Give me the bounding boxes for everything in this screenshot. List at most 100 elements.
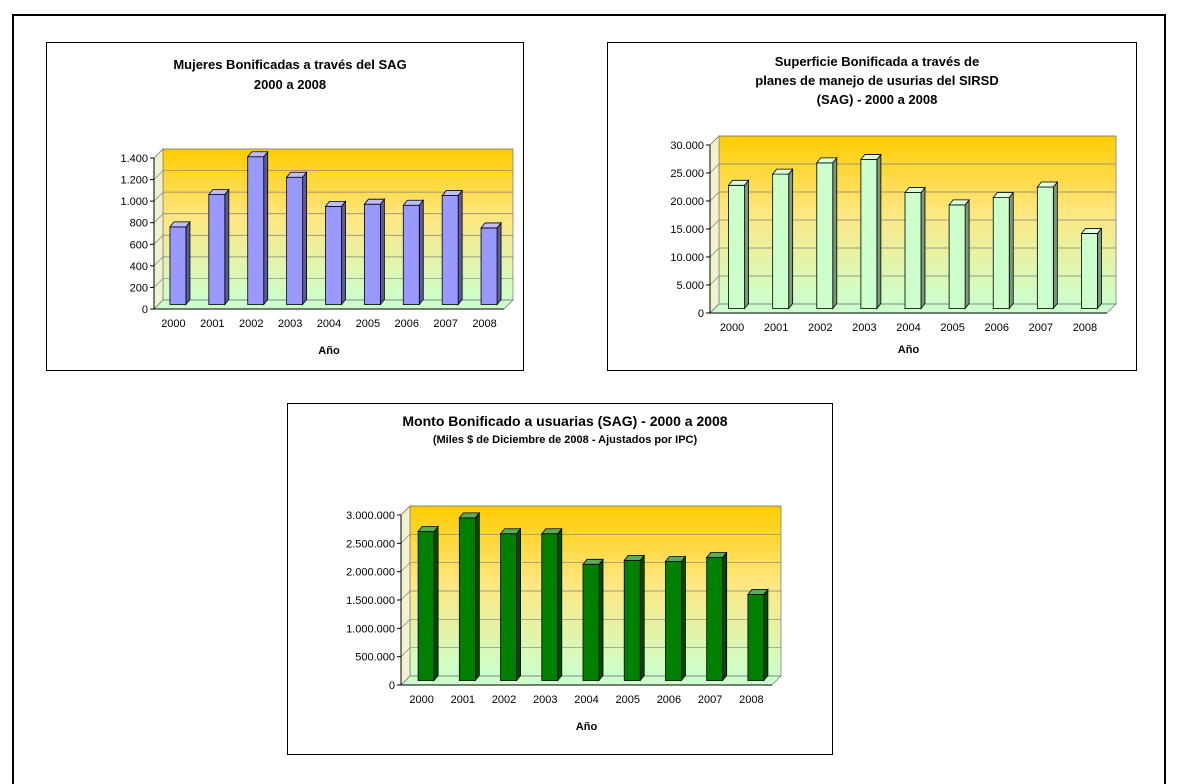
y-tick-label: 10.000 xyxy=(670,252,704,264)
bar-front xyxy=(500,533,517,681)
gridline xyxy=(709,275,1116,286)
x-tick-label: 2001 xyxy=(451,694,475,706)
bar-side xyxy=(639,554,645,682)
gridline xyxy=(400,618,781,629)
bar-side xyxy=(788,167,794,310)
bar-side xyxy=(263,150,269,306)
bar-top xyxy=(480,222,502,229)
bar xyxy=(499,527,522,682)
bar-top xyxy=(727,179,750,186)
bar-front xyxy=(860,159,878,309)
x-tick-label: 2003 xyxy=(852,322,876,334)
x-tick-label: 2007 xyxy=(698,694,722,706)
bar-side xyxy=(681,555,686,682)
bar-top xyxy=(285,171,308,178)
bar-top xyxy=(441,190,463,196)
y-tick-label: 0 xyxy=(698,308,704,320)
y-tick-label: 1.000 xyxy=(120,196,148,208)
page-frame xyxy=(12,14,1166,784)
y-tick-label: 30.000 xyxy=(670,140,704,152)
bar-front xyxy=(706,557,724,681)
y-tick-label: 2.500.000 xyxy=(346,538,395,550)
gridline xyxy=(153,278,513,288)
x-tick-label: 2002 xyxy=(808,322,832,334)
gridline xyxy=(400,505,781,516)
bar-side xyxy=(1097,227,1102,310)
gridline xyxy=(400,647,781,657)
x-tick-label: 2005 xyxy=(615,694,639,706)
bar xyxy=(727,179,750,310)
bar xyxy=(480,221,502,306)
bar-side xyxy=(474,511,480,682)
bar xyxy=(992,191,1015,310)
bar-side xyxy=(302,171,308,306)
chart-mujeres-bonificadas: Mujeres Bonificadas a través del SAG 2000… xyxy=(46,42,524,371)
bar-front xyxy=(480,227,498,305)
bar xyxy=(417,525,439,682)
x-tick-label: 2004 xyxy=(574,694,598,706)
bar-top xyxy=(363,198,386,205)
y-tick-label: 1.500.000 xyxy=(346,595,395,607)
x-axis-label: Año xyxy=(318,345,340,357)
bar-front xyxy=(582,563,600,681)
x-tick-label: 2002 xyxy=(492,694,516,706)
bar-front xyxy=(286,176,304,305)
chart-title: 2000 a 2008 xyxy=(254,77,326,92)
bar-top xyxy=(582,558,604,565)
x-tick-label: 2004 xyxy=(317,318,341,330)
bar-front xyxy=(623,559,641,681)
bar-top xyxy=(499,528,522,535)
y-tick-label: 0 xyxy=(389,680,395,692)
bar-front xyxy=(541,533,559,681)
gridline xyxy=(709,191,1116,202)
bar-front xyxy=(1081,233,1098,309)
x-tick-label: 2000 xyxy=(161,318,185,330)
bar-top xyxy=(1036,181,1059,188)
bar-front xyxy=(402,204,420,305)
y-tick-label: 5.000 xyxy=(676,280,704,292)
gridline xyxy=(709,247,1116,258)
bar-front xyxy=(992,197,1010,309)
bar-front xyxy=(772,173,790,309)
bar-top xyxy=(664,556,687,562)
bar-front xyxy=(904,192,922,309)
bar xyxy=(948,198,970,310)
bar-side xyxy=(433,525,439,682)
y-tick-label: 500.000 xyxy=(355,652,395,664)
x-axis-label: Año xyxy=(576,721,598,733)
y-tick-label: 20.000 xyxy=(670,196,704,208)
bar-side xyxy=(557,527,563,682)
y-tick-label: 3.000.000 xyxy=(346,510,395,522)
bar-side xyxy=(744,179,749,310)
bar-front xyxy=(363,203,381,305)
bar-top xyxy=(324,200,347,207)
bar-side xyxy=(341,200,346,306)
gridline xyxy=(709,303,1116,314)
bar-top xyxy=(705,552,728,558)
bar xyxy=(582,558,604,682)
x-tick-label: 2001 xyxy=(200,318,224,330)
bar-top xyxy=(169,221,191,228)
x-tick-label: 2003 xyxy=(278,318,302,330)
bar-top xyxy=(860,154,882,160)
bar-top xyxy=(208,189,230,195)
gridline xyxy=(153,256,513,267)
bar xyxy=(860,153,882,310)
bar-side xyxy=(964,198,970,310)
chart-subtitle: (Miles $ de Diciembre de 2008 - Ajustado… xyxy=(433,434,698,446)
x-tick-label: 2008 xyxy=(472,318,496,330)
x-tick-label: 2006 xyxy=(984,322,1008,334)
chart-svg-monto: Monto Bonificado a usuarias (SAG) - 2000… xyxy=(346,413,782,733)
gridline xyxy=(153,213,513,223)
y-tick-label: 400 xyxy=(130,261,148,273)
bar xyxy=(664,555,687,682)
bar xyxy=(623,554,646,682)
bar-top xyxy=(771,168,794,175)
bar-side xyxy=(224,188,230,306)
gridline xyxy=(400,675,781,686)
bar-top xyxy=(904,187,926,193)
chart-title: Superficie Bonificada a través de xyxy=(775,54,979,69)
gridline xyxy=(400,562,781,572)
gridline xyxy=(153,148,513,159)
bar xyxy=(458,511,481,682)
